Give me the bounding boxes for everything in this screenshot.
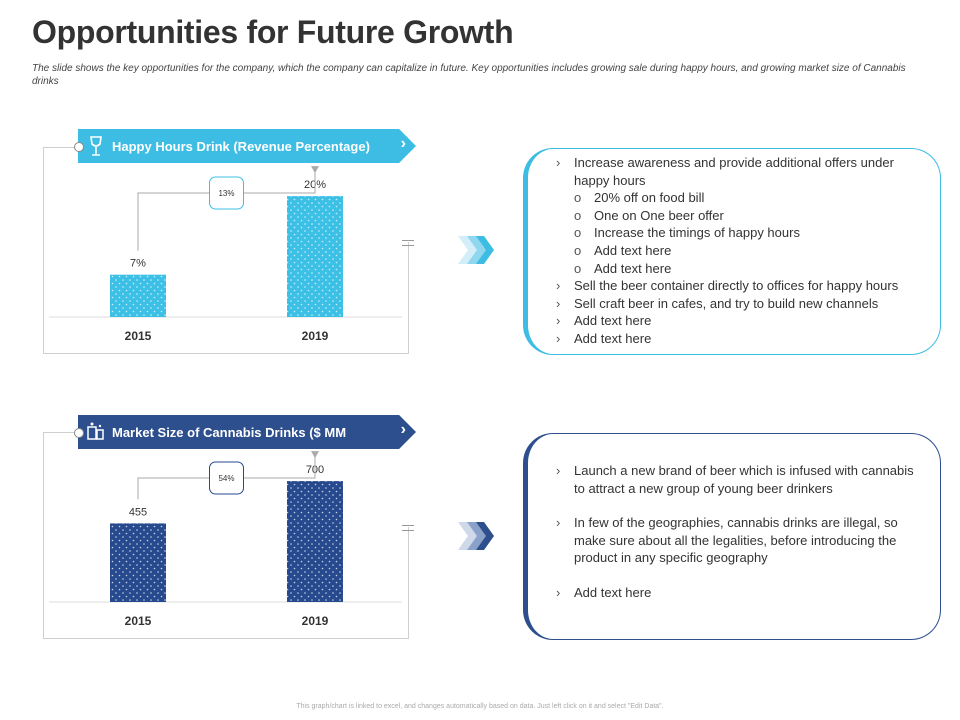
bar-2015 <box>110 523 166 602</box>
sub-list-item: Add text here <box>554 260 924 278</box>
chart1-connector-dot <box>74 142 84 152</box>
list-item: In few of the geographies, cannabis drin… <box>554 514 924 567</box>
sub-list-item: Increase the timings of happy hours <box>554 224 924 242</box>
arrow-down-icon <box>311 166 319 174</box>
list-item: Add text here <box>554 584 924 602</box>
list-item: Sell craft beer in cafes, and try to bui… <box>554 295 924 313</box>
panel1-list: Increase awareness and provide additiona… <box>554 154 924 348</box>
bar-2015 <box>110 274 166 317</box>
list-item: Sell the beer container directly to offi… <box>554 277 924 295</box>
sub-list-item: 20% off on food bill <box>554 189 924 207</box>
x-tick-label: 2015 <box>125 329 152 343</box>
chart1-frame-right <box>408 242 409 353</box>
footer-note: This graph/chart is linked to excel, and… <box>296 703 664 710</box>
list-item: Increase awareness and provide additiona… <box>554 154 924 189</box>
triple-chevron-arrow-icon <box>458 236 494 264</box>
chevron-right-icon: › <box>400 421 406 438</box>
drinks-icon <box>87 422 104 440</box>
chart2-frame-right <box>408 527 409 638</box>
chart2-title: Market Size of Cannabis Drinks ($ MM <box>112 424 347 440</box>
data-label: 7% <box>130 258 146 270</box>
page-subtitle: The slide shows the key opportunities fo… <box>32 63 906 87</box>
data-label: 455 <box>129 506 147 518</box>
sub-list-item: One on One beer offer <box>554 207 924 225</box>
list-item: Add text here <box>554 312 924 330</box>
triple-chevron-arrow-icon <box>458 522 494 550</box>
chart1-connector-mark <box>402 240 414 246</box>
growth-label: 54% <box>218 474 234 483</box>
bar-2019 <box>287 196 343 317</box>
list-item: Launch a new brand of beer which is infu… <box>554 462 924 497</box>
chart1-title: Happy Hours Drink (Revenue Percentage) <box>112 138 370 154</box>
chevron-right-icon: › <box>400 135 406 152</box>
x-tick-label: 2019 <box>302 329 329 343</box>
bar-2019 <box>287 481 343 602</box>
page-title: Opportunities for Future Growth <box>32 14 514 50</box>
chart2-connector-mark <box>402 525 414 531</box>
list-item: Add text here <box>554 330 924 348</box>
x-tick-label: 2015 <box>125 614 152 628</box>
opportunities-panel-2: Launch a new brand of beer which is infu… <box>523 433 941 640</box>
opportunities-panel-1: Increase awareness and provide additiona… <box>523 148 941 355</box>
x-tick-label: 2019 <box>302 614 329 628</box>
wine-glass-icon <box>90 136 102 156</box>
panel2-list: Launch a new brand of beer which is infu… <box>554 462 924 619</box>
arrow-down-icon <box>311 451 319 459</box>
growth-badge <box>209 176 244 210</box>
growth-label: 13% <box>218 189 234 198</box>
sub-list-item: Add text here <box>554 242 924 260</box>
chart2-connector-dot <box>74 428 84 438</box>
chart1-banner: Happy Hours Drink (Revenue Percentage) › <box>78 129 416 163</box>
growth-badge <box>209 461 244 495</box>
chart2-banner: Market Size of Cannabis Drinks ($ MM › <box>78 415 416 449</box>
